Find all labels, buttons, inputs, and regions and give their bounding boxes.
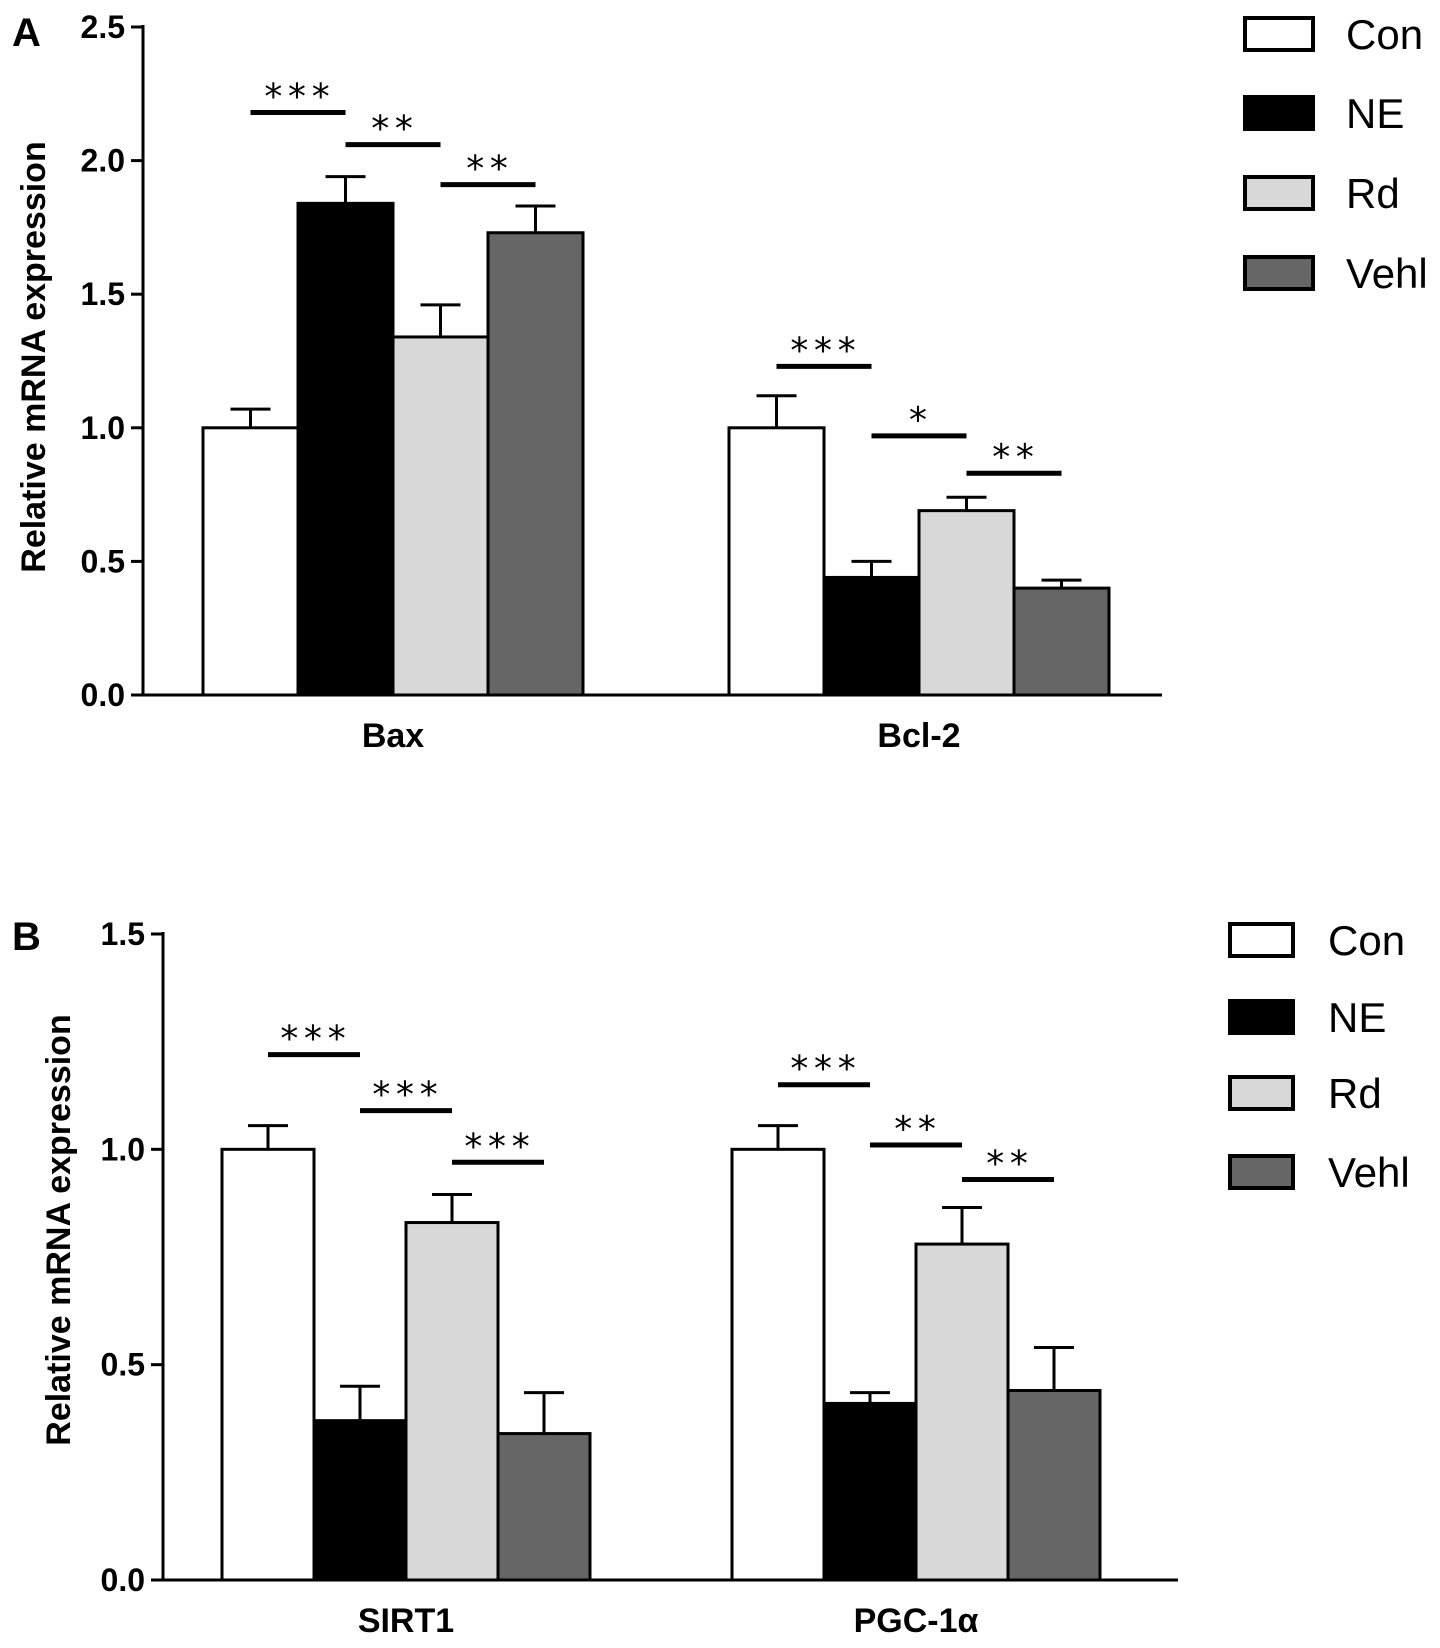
panel-a-bar-con-0 xyxy=(201,426,300,697)
panel-b-bar-vehl-1 xyxy=(1006,1389,1102,1582)
panel-b-significance-label: *** xyxy=(462,1126,533,1167)
panel-a-y-tick-label: 0.5 xyxy=(81,543,125,579)
panel-b-legend-swatch-rd xyxy=(1228,1075,1295,1111)
panel-b-bar-rd-0 xyxy=(404,1221,500,1582)
panel-a-y-tick-label: 2.5 xyxy=(81,9,125,45)
panel-a-legend-swatch-vehl xyxy=(1243,255,1315,291)
panel-b-legend-swatch-ne xyxy=(1228,999,1295,1035)
panel-b-y-axis-title: Relative mRNA expression xyxy=(40,1014,78,1445)
panel-b-significance-label: ** xyxy=(984,1143,1031,1184)
panel-a-letter: A xyxy=(12,11,41,55)
panel-a-significance-label: * xyxy=(907,400,931,441)
panel-b-significance-label: *** xyxy=(788,1049,859,1090)
panel-b-legend-label-con: Con xyxy=(1328,917,1405,964)
panel-b-category-label: SIRT1 xyxy=(358,1602,454,1640)
panel-a-y-tick-label: 0.0 xyxy=(81,677,125,713)
panel-a-legend-label-ne: NE xyxy=(1346,90,1404,137)
panel-b-letter: B xyxy=(12,915,41,959)
panel-b-bar-rd-1 xyxy=(914,1242,1010,1582)
panel-b-bar-ne-0 xyxy=(312,1419,408,1582)
panel-b-category-label: PGC-1α xyxy=(854,1602,979,1640)
panel-a-significance-label: ** xyxy=(990,437,1037,478)
panel-b-y-tick-label: 0.5 xyxy=(101,1347,145,1383)
panel-a-significance-label: *** xyxy=(262,77,333,118)
panel-b-legend-swatch-vehl xyxy=(1228,1154,1295,1190)
panel-b-bar-con-1 xyxy=(730,1147,826,1582)
panel-a-significance-label: *** xyxy=(788,330,859,371)
panel-a-significance-label: ** xyxy=(464,149,511,190)
panel-a-bar-rd-0 xyxy=(391,335,490,697)
panel-a-category-label: Bcl-2 xyxy=(877,717,960,755)
panel-a-legend-label-con: Con xyxy=(1346,11,1423,58)
panel-b-legend-swatch-con xyxy=(1228,922,1295,958)
panel-b-chart: B Relative mRNA expression 0.0 0.5 1.0 1.5 S… xyxy=(12,915,1410,1640)
panel-a-bar-con-1 xyxy=(727,426,826,697)
panel-a-bar-ne-0 xyxy=(296,201,395,697)
panel-a-y-tick-label: 1.5 xyxy=(81,276,125,312)
panel-b-significance-label: *** xyxy=(370,1075,441,1116)
panel-a-legend-swatch-ne xyxy=(1243,95,1315,131)
panel-b-y-tick-label: 1.5 xyxy=(101,916,145,952)
panel-a-bar-ne-1 xyxy=(822,575,921,697)
panel-a-legend-swatch-con xyxy=(1243,16,1315,52)
panel-b-y-tick-label: 1.0 xyxy=(101,1131,145,1167)
panel-a-y-tick-label: 1.0 xyxy=(81,410,125,446)
panel-a-legend-label-rd: Rd xyxy=(1346,170,1400,217)
panel-b-significance-label: ** xyxy=(892,1109,939,1150)
panel-b-y-tick-label: 0.0 xyxy=(101,1562,145,1598)
panel-a-bar-rd-1 xyxy=(917,509,1016,697)
panel-a-significance-label: ** xyxy=(369,109,416,150)
panel-a-y-axis-title: Relative mRNA expression xyxy=(15,141,53,572)
panel-b-bar-con-0 xyxy=(220,1147,316,1582)
panel-a-legend-label-vehl: Vehl xyxy=(1346,250,1428,297)
panel-a-chart: A Relative mRNA expression 0.0 0.5 1.0 1.5 2… xyxy=(12,9,1428,755)
panel-a-y-tick-label: 2.0 xyxy=(81,143,125,179)
panel-b-legend-label-ne: NE xyxy=(1328,994,1386,1041)
panel-b-bar-vehl-0 xyxy=(496,1432,592,1582)
panel-b-significance-label: *** xyxy=(278,1019,349,1060)
panel-a-category-label: Bax xyxy=(362,717,424,755)
panel-a-bar-vehl-1 xyxy=(1012,586,1111,697)
panel-a-legend-swatch-rd xyxy=(1243,175,1315,211)
panel-b-bar-ne-1 xyxy=(822,1401,918,1582)
panel-a-bar-vehl-0 xyxy=(486,231,585,697)
panel-b-legend-label-vehl: Vehl xyxy=(1328,1149,1410,1196)
panel-b-legend-label-rd: Rd xyxy=(1328,1070,1382,1117)
